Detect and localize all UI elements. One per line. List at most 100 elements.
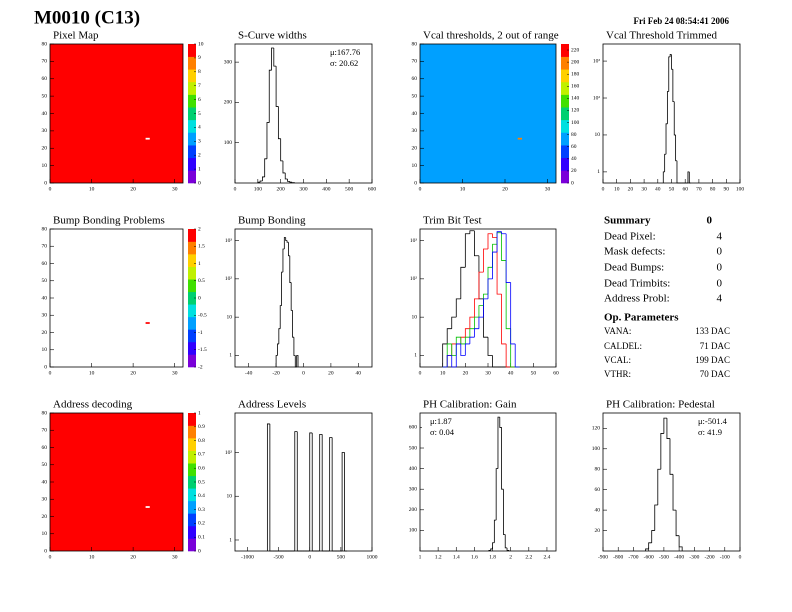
histogram-bin — [496, 231, 502, 253]
x-tick-label: 500 — [345, 186, 354, 192]
histogram-bin — [483, 298, 488, 318]
histogram-bin — [666, 418, 670, 439]
x-tick-label: 20 — [328, 370, 334, 376]
color-bar-segment — [188, 438, 196, 451]
y-tick-label: 10³ — [225, 238, 233, 244]
summary-label: Mask defects: — [604, 246, 665, 258]
heatmap-cell — [145, 506, 150, 508]
panel-title: Address Levels — [238, 399, 306, 411]
x-tick-label: 0 — [419, 186, 422, 192]
y-tick-label: 20 — [42, 514, 48, 520]
y-tick-label: 1 — [414, 353, 417, 359]
histogram-bin — [257, 181, 261, 183]
histogram-bin — [478, 305, 484, 318]
histogram-bin — [469, 230, 475, 234]
x-tick-label: 0 — [419, 370, 422, 376]
date: Fri Feb 24 08:54:41 2006 — [634, 16, 730, 26]
summary-title: Summary — [604, 215, 651, 227]
color-bar-segment — [188, 538, 196, 552]
y-tick-label: 30 — [412, 128, 418, 134]
z-tick-label: 0.1 — [198, 534, 205, 540]
histogram-bin — [296, 431, 300, 552]
histogram-bin — [291, 182, 295, 183]
z-tick-label: 0.5 — [198, 278, 205, 284]
x-tick-label: 100 — [254, 186, 263, 192]
x-tick-label: 0 — [308, 554, 311, 560]
y-tick-label: 30 — [42, 497, 48, 503]
histogram-bin — [492, 251, 498, 279]
x-tick-label: 2.2 — [525, 554, 532, 560]
histogram-bin — [474, 230, 479, 257]
histogram-bin — [460, 266, 466, 299]
summary-label: Address Probl: — [604, 293, 670, 305]
histogram-bin — [688, 171, 691, 184]
z-tick-label: -1.5 — [198, 347, 207, 353]
heatmap-cell — [517, 137, 522, 140]
histogram-bin — [503, 489, 506, 535]
x-tick-label: 300 — [299, 186, 308, 192]
x-tick-label: 90 — [724, 186, 730, 192]
frame — [602, 412, 741, 552]
histogram-bin — [460, 343, 466, 356]
histogram-bin — [663, 417, 667, 434]
color-bar-segment — [188, 254, 196, 267]
color-bar-segment — [188, 132, 196, 146]
histogram-bin — [294, 355, 297, 368]
color-bar-segment — [188, 266, 196, 280]
x-tick-label: 1.4 — [453, 554, 460, 560]
y-tick-label: 120 — [592, 426, 601, 432]
op-title: Op. Parameters — [604, 312, 679, 324]
panel-title: Bump Bonding Problems — [53, 215, 165, 227]
op-value: 70 DAC — [700, 369, 730, 379]
heatmap-cell — [145, 322, 150, 324]
y-tick-label: 40 — [412, 111, 418, 117]
z-tick-label: 6 — [198, 97, 201, 103]
histogram-bin — [266, 122, 270, 159]
z-tick-label: 5 — [198, 111, 201, 117]
histogram-bin — [487, 337, 493, 356]
x-tick-label: 1.2 — [435, 554, 442, 560]
x-tick-label: 20 — [130, 186, 136, 192]
heatmap-cell — [145, 137, 150, 140]
frame — [419, 412, 557, 552]
stats-box — [322, 45, 370, 71]
heatmap-fill — [50, 413, 183, 551]
x-tick-label: -600 — [644, 554, 654, 560]
histogram-bin — [514, 343, 520, 368]
x-tick-label: 40 — [655, 186, 661, 192]
z-tick-label: 1.5 — [198, 244, 205, 250]
x-tick-label: 500 — [337, 554, 346, 560]
histogram-bin — [451, 355, 457, 368]
panel: Address decoding 0 0.1 0.2 0.3 0.4 0.5 0.6 0.7 0.… — [42, 399, 206, 561]
x-tick-label: 30 — [172, 554, 178, 560]
z-tick-label: 0.2 — [198, 521, 205, 527]
histogram-bin — [275, 355, 278, 367]
color-bar-segment — [561, 132, 569, 146]
histogram-bin — [344, 452, 348, 552]
color-bar-segment — [561, 44, 569, 57]
z-tick-label: 0.6 — [198, 465, 205, 471]
z-tick-label: 0 — [198, 295, 201, 301]
histogram-bin — [496, 237, 502, 295]
y-tick-label: 50 — [42, 93, 48, 99]
color-bar-segment — [188, 229, 196, 242]
histogram-bin — [282, 160, 286, 174]
op-label: VCAL: — [604, 355, 631, 365]
histogram-bin — [455, 343, 461, 367]
color-bar-segment — [188, 94, 196, 108]
y-tick-label: 0 — [44, 364, 47, 370]
y-tick-label: 10² — [225, 276, 233, 282]
z-tick-label: 220 — [571, 47, 580, 53]
histogram-bin — [665, 123, 668, 155]
z-tick-label: 1 — [198, 410, 201, 416]
x-tick-label: 1 — [419, 554, 422, 560]
panel: Vcal thresholds, 2 out of range 0 20 40 60 80… — [412, 30, 580, 193]
panel-title: Trim Bit Test — [423, 215, 482, 227]
histogram-bin — [289, 255, 292, 283]
x-tick-label: 30 — [172, 186, 178, 192]
histogram-bin — [275, 66, 279, 107]
panel: Bump Bonding -40 -20 0 20 40 1 10 10² 10³ — [225, 215, 373, 376]
x-tick-label: 0 — [234, 186, 237, 192]
z-tick-label: 10 — [198, 41, 204, 47]
